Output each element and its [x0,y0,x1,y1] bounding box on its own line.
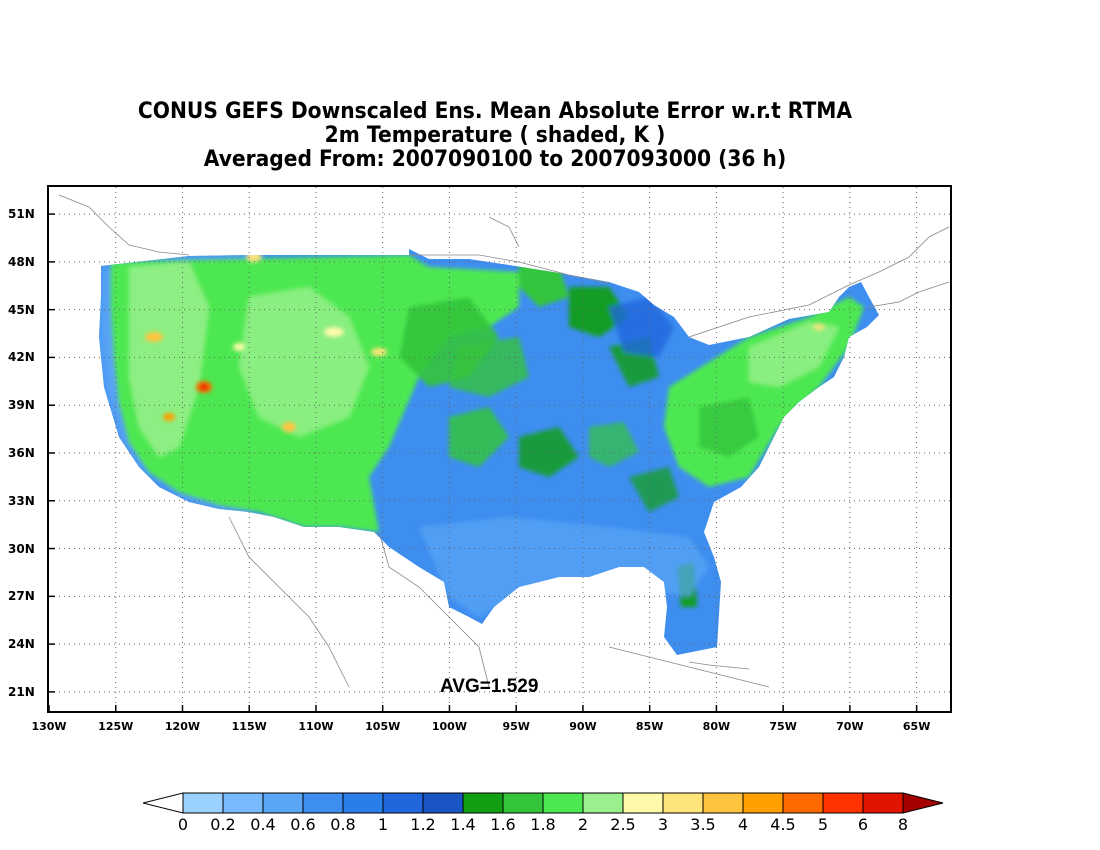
colorbar-swatch [182,792,224,814]
colorbar-label: 2.5 [610,815,636,834]
colorbar-label: 8 [897,815,909,834]
colorbar-label: 2 [577,815,589,834]
colorbar-swatch [742,792,784,814]
lon-label: 105W [365,720,401,733]
lat-label: 33N [8,493,35,508]
colorbar-swatch [582,792,624,814]
lat-label: 21N [8,684,35,699]
colorbar-under-arrow [143,792,184,814]
lat-label: 27N [8,589,35,604]
map-canvas [49,187,950,711]
colorbar-label: 1.4 [450,815,476,834]
colorbar-swatch [502,792,544,814]
colorbar-over-arrow [902,792,944,814]
colorbar-swatch [382,792,424,814]
title-line-1: CONUS GEFS Downscaled Ens. Mean Absolute… [137,99,853,124]
lat-label: 36N [8,445,35,460]
colorbar-label: 3.5 [690,815,716,834]
colorbar-label: 4 [737,815,749,834]
colorbar-swatch [342,792,384,814]
title-line-3: Averaged From: 2007090100 to 2007093000 … [203,147,787,172]
colorbar-swatch [222,792,264,814]
colorbar-swatch [822,792,864,814]
colorbar-swatch [782,792,824,814]
lon-label: 100W [431,720,467,733]
colorbar-swatch [462,792,504,814]
colorbar-label: 5 [817,815,829,834]
colorbar-label: 1.8 [530,815,556,834]
lon-label: 130W [31,720,67,733]
colorbar-swatch [862,792,904,814]
lat-label: 45N [8,302,35,317]
colorbar-label: 1 [377,815,389,834]
colorbar-swatch [662,792,704,814]
colorbar [143,792,944,814]
lon-label: 65W [902,720,931,733]
title-line-2: 2m Temperature ( shaded, K ) [324,123,666,148]
colorbar-swatch [622,792,664,814]
lon-label: 110W [298,720,334,733]
lat-label: 30N [8,541,35,556]
lat-label: 39N [8,398,35,413]
colorbar-swatch [702,792,744,814]
average-label: AVG=1.529 [440,676,539,697]
lon-label: 115W [231,720,267,733]
shaded-field [99,249,879,655]
colorbar-label: 0 [177,815,189,834]
lat-label: 51N [8,207,35,222]
colorbar-label: 6 [857,815,869,834]
colorbar-swatch [262,792,304,814]
lon-label: 70W [836,720,864,733]
lat-label: 24N [8,637,35,652]
lon-label: 125W [98,720,134,733]
colorbar-label: 1.2 [410,815,436,834]
colorbar-swatch [302,792,344,814]
lat-label: 48N [8,254,35,269]
lon-label: 80W [702,720,731,733]
figure-title: CONUS GEFS Downscaled Ens. Mean Absolute… [40,100,951,172]
map-panel [47,185,952,713]
lon-label: 120W [164,720,201,733]
colorbar-label: 0.4 [250,815,276,834]
lon-label: 85W [635,720,664,733]
colorbar-swatch [422,792,464,814]
colorbar-swatch [542,792,584,814]
colorbar-label: 3 [657,815,669,834]
lon-label: 90W [569,720,597,733]
colorbar-label: 1.6 [490,815,516,834]
colorbar-label: 0.8 [330,815,356,834]
lon-label: 95W [502,720,530,733]
colorbar-label: 0.6 [290,815,316,834]
colorbar-label: 0.2 [210,815,236,834]
lat-label: 42N [8,350,35,365]
lon-label: 75W [769,720,797,733]
colorbar-label: 4.5 [770,815,796,834]
grid-lines [49,187,950,711]
